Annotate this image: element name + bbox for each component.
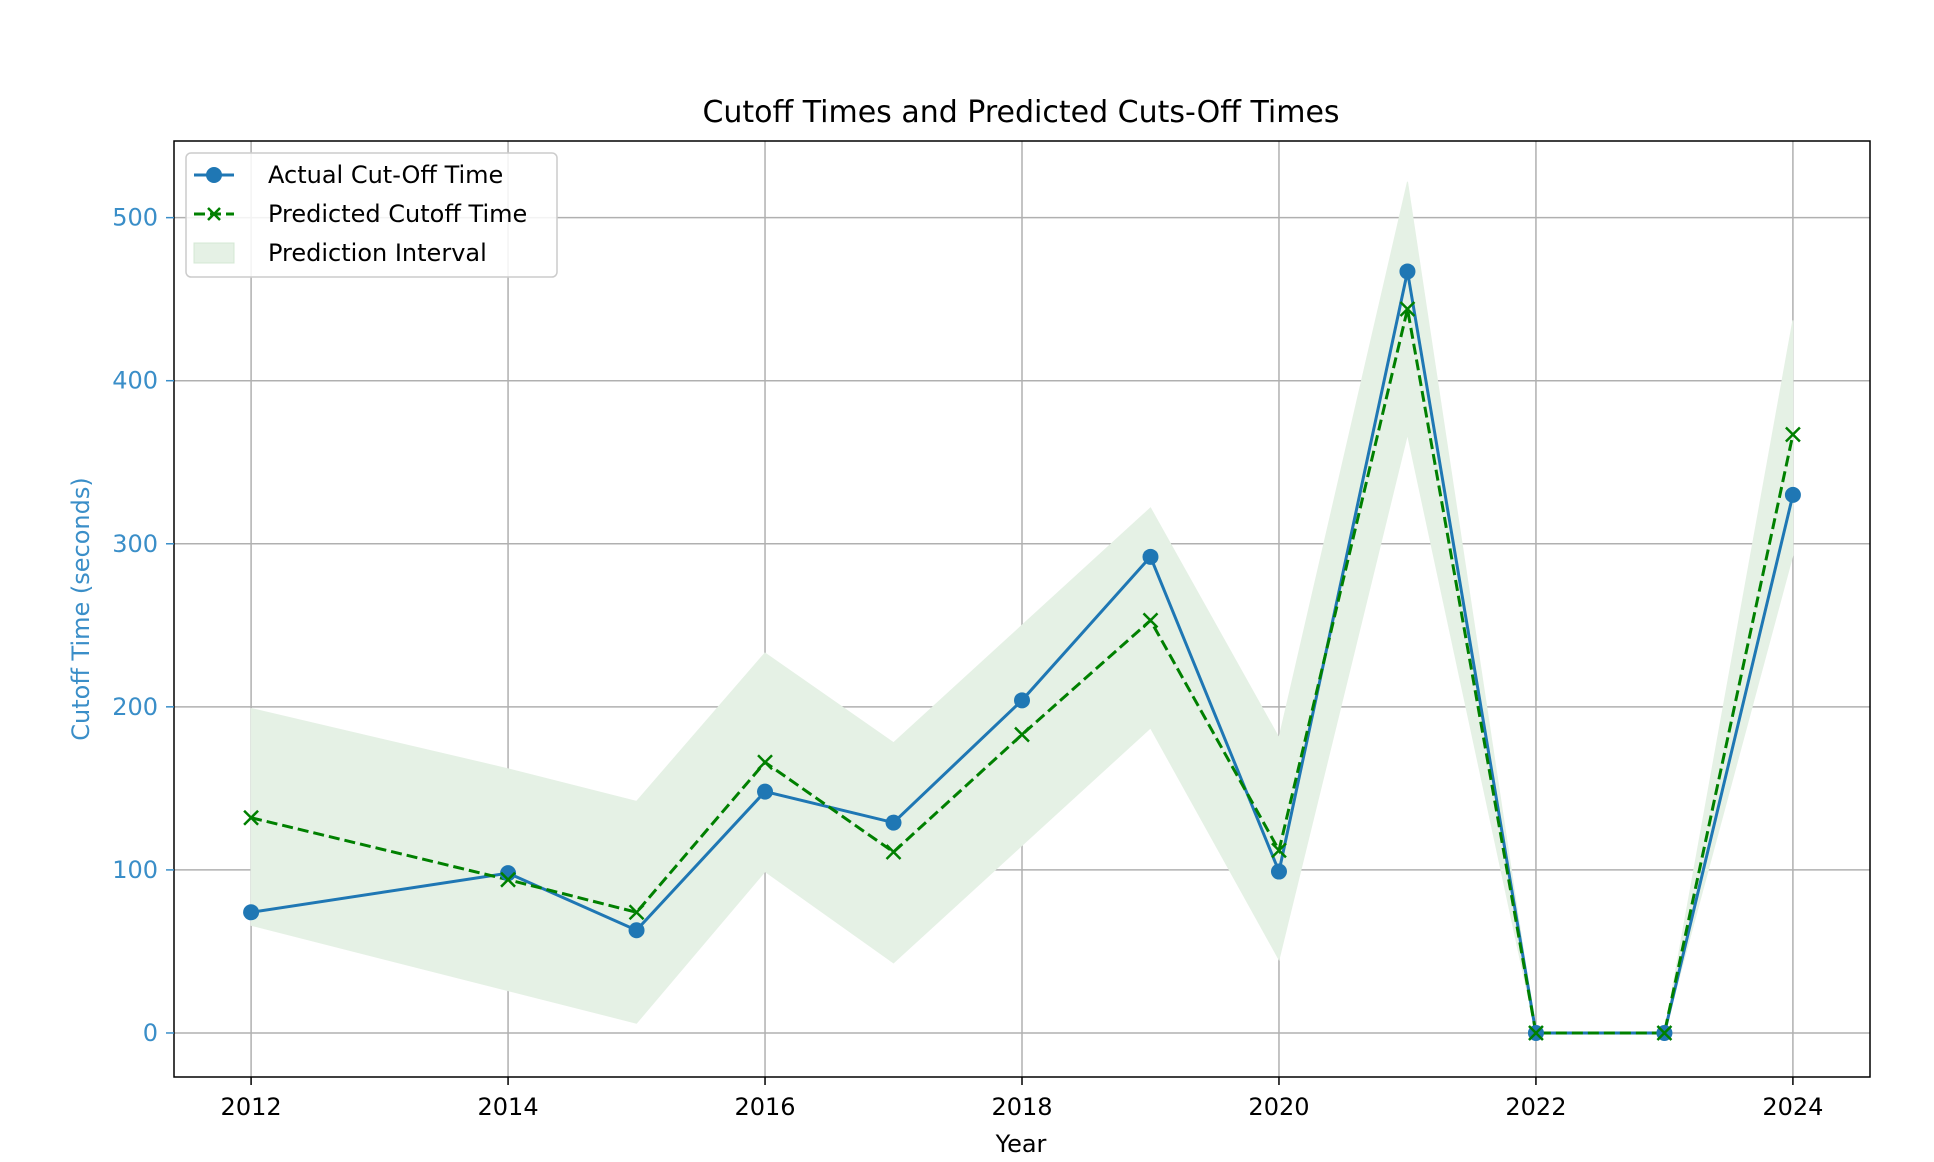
y-tick-label: 300	[112, 530, 158, 558]
legend-actual-marker	[206, 167, 222, 183]
x-axis-ticks: 2012 2014 2016 2018 2020 2022 2024	[221, 1077, 1823, 1121]
y-axis-ticks: 0 100 200 300 400 500	[112, 204, 174, 1047]
predicted-point	[1014, 726, 1030, 743]
legend-box	[185, 152, 558, 278]
prediction-interval-band	[250, 181, 1794, 1034]
x-tick-label: 2024	[1762, 1093, 1823, 1121]
actual-point	[1399, 263, 1416, 280]
y-tick-label: 100	[112, 856, 158, 884]
x-tick-label: 2018	[991, 1093, 1052, 1121]
predicted-point	[1528, 1025, 1544, 1041]
prediction-interval-band-group	[250, 181, 1794, 1034]
predicted-point	[757, 754, 773, 771]
series-group	[243, 263, 1801, 1041]
actual-point	[243, 904, 260, 921]
x-tick-label: 2012	[221, 1093, 282, 1121]
x-tick-label: 2020	[1248, 1093, 1309, 1121]
y-tick-label: 500	[112, 204, 158, 232]
actual-point	[757, 783, 774, 800]
legend-interval-label: Prediction Interval	[268, 239, 487, 267]
legend-predicted-label: Predicted Cutoff Time	[268, 200, 527, 228]
predicted-series-line	[250, 308, 1795, 1035]
predicted-point	[885, 844, 902, 860]
predicted-point	[500, 871, 516, 888]
predicted-point	[1399, 301, 1416, 317]
legend-interval-swatch	[193, 242, 235, 264]
legend-actual-label: Actual Cut-Off Time	[268, 161, 503, 189]
y-tick-label: 200	[112, 693, 158, 721]
legend: Actual Cut-Off Time Predicted Cutoff Time…	[185, 152, 558, 278]
x-tick-label: 2014	[478, 1093, 539, 1121]
y-tick-label: 0	[143, 1019, 158, 1047]
actual-point	[885, 814, 902, 831]
predicted-point	[1785, 426, 1801, 443]
predicted-point	[628, 904, 645, 921]
actual-point	[1784, 486, 1801, 503]
predicted-point	[1271, 842, 1287, 859]
legend-predicted-marker	[207, 207, 221, 221]
actual-point	[1270, 863, 1287, 880]
predicted-point	[1656, 1025, 1673, 1041]
actual-point	[628, 922, 645, 939]
x-tick-label: 2022	[1505, 1093, 1566, 1121]
predicted-point	[243, 809, 259, 826]
predicted-point	[1142, 612, 1159, 629]
actual-point	[1014, 692, 1030, 709]
x-axis-label: Year	[995, 1130, 1047, 1158]
y-axis-label: Cutoff Time (seconds)	[67, 477, 95, 740]
actual-point	[1142, 548, 1159, 565]
chart-title: Cutoff Times and Predicted Cuts-Off Time…	[702, 95, 1339, 130]
x-tick-label: 2016	[734, 1093, 795, 1121]
y-tick-label: 400	[112, 367, 158, 395]
